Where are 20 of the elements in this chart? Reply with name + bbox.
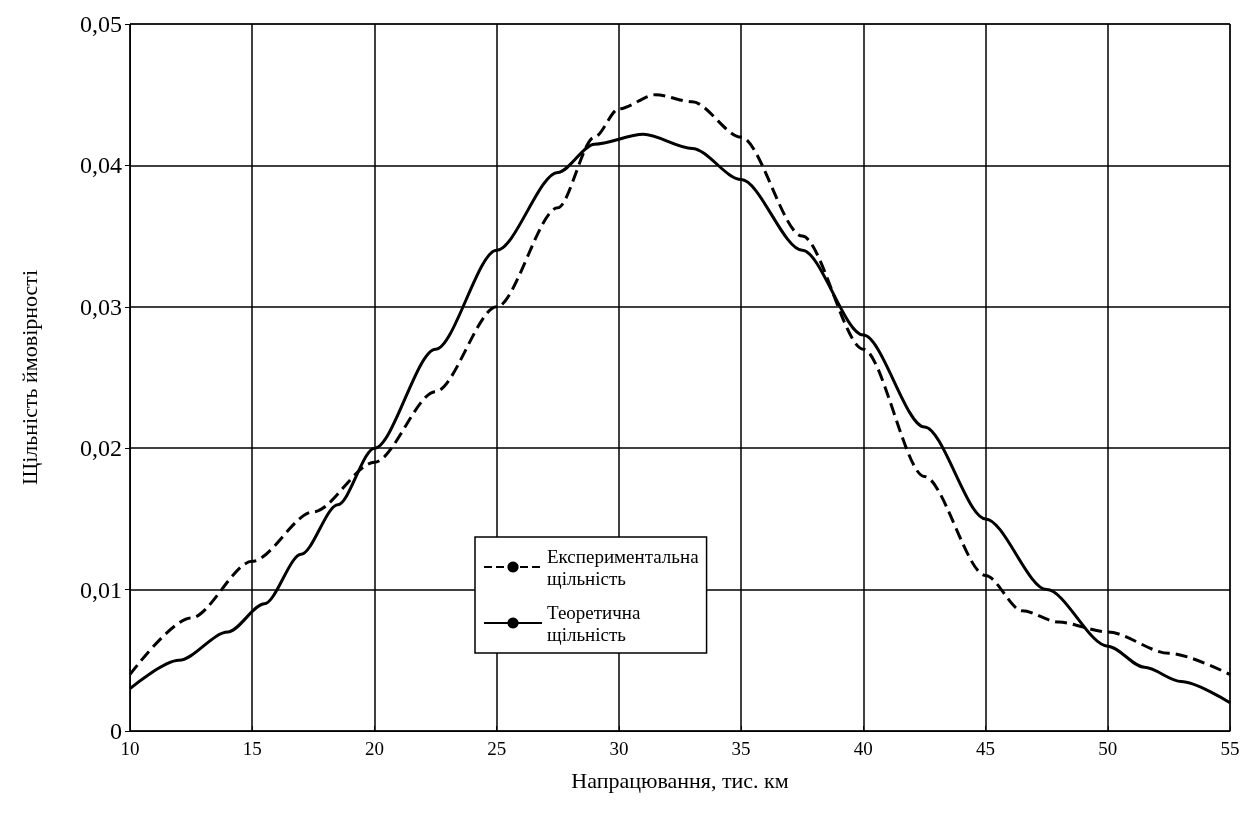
y-axis-title: Щільність ймовірності <box>16 269 42 486</box>
x-tick-label: 55 <box>1220 738 1240 759</box>
y-tick-label: 0,03 <box>80 293 122 320</box>
x-tick-label: 35 <box>731 738 751 759</box>
x-tick-label: 15 <box>242 738 262 759</box>
x-tick-label: 25 <box>487 738 507 759</box>
legend-label: Теоретична щільність <box>547 601 641 645</box>
x-tick-label: 10 <box>120 738 140 759</box>
x-axis-title: Напрацювання, тис. км <box>571 767 789 793</box>
legend-label: Експериментальна щільність <box>547 545 700 589</box>
y-tick-label: 0,02 <box>80 435 122 462</box>
y-tick-label: 0 <box>110 718 122 744</box>
x-tick-label: 30 <box>609 738 629 759</box>
y-tick-label: 0,05 <box>80 11 122 37</box>
y-tick-label: 0,01 <box>80 576 122 603</box>
x-tick-label: 20 <box>364 738 384 759</box>
y-tick-label: 0,04 <box>80 152 122 179</box>
x-tick-label: 45 <box>976 738 996 759</box>
x-tick-label: 50 <box>1098 738 1118 759</box>
x-tick-label: 40 <box>853 738 873 759</box>
